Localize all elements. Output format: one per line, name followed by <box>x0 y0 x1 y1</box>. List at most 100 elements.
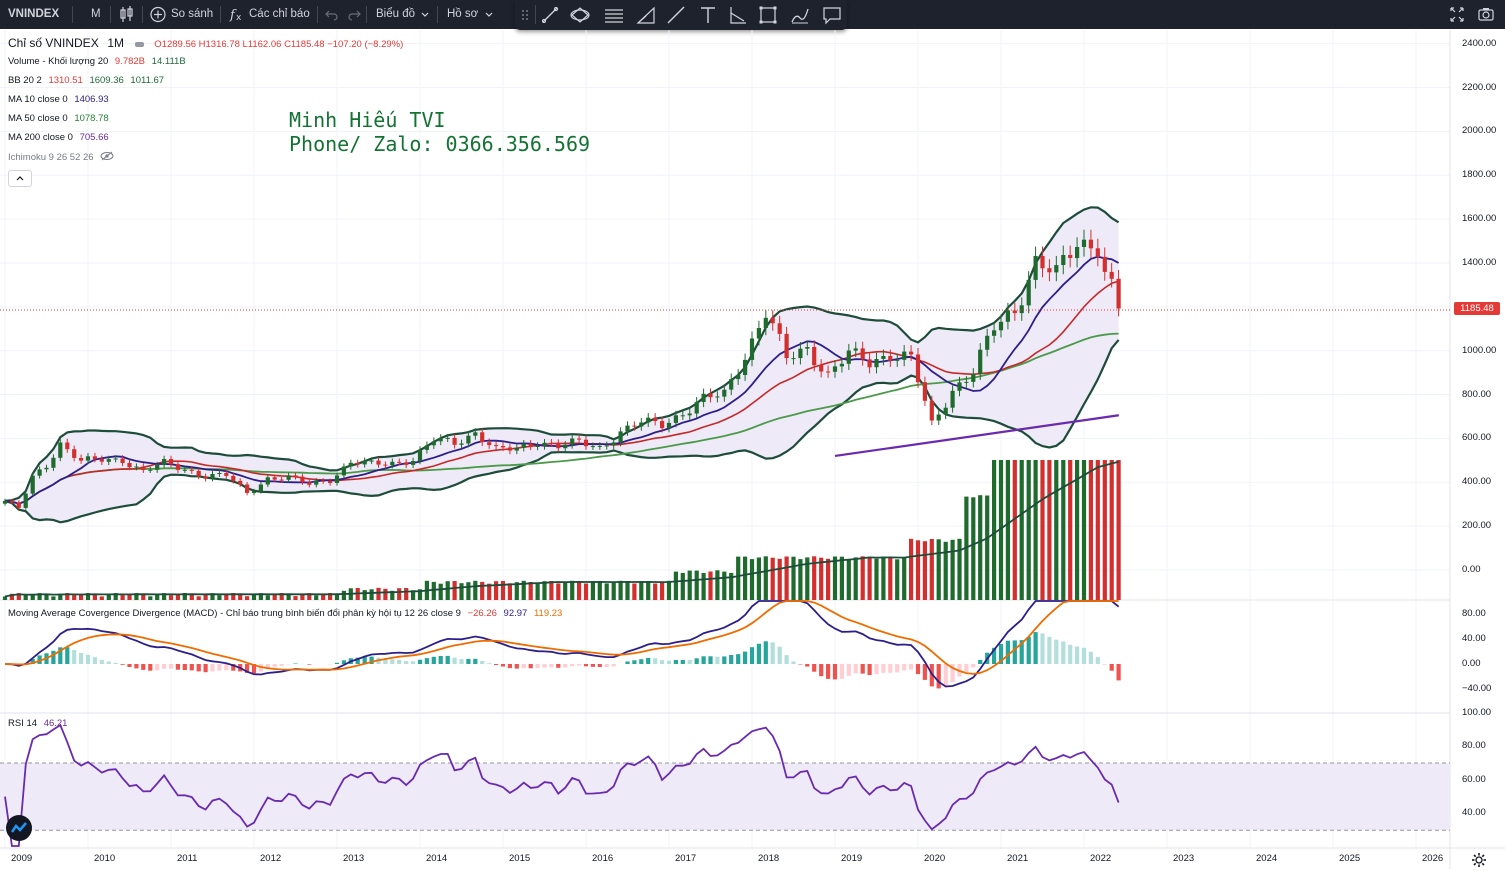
macd-histogram-bar <box>141 664 145 670</box>
candle-body <box>1013 311 1017 314</box>
candle-body <box>847 351 851 364</box>
candle-body <box>121 459 125 464</box>
candle-body <box>902 352 906 360</box>
volume-bar <box>121 595 125 600</box>
candle-body <box>646 418 650 423</box>
rsi-band <box>0 763 1450 830</box>
candle-body <box>79 458 83 461</box>
candle-body <box>826 372 830 373</box>
volume-bar <box>446 581 450 600</box>
bb-lower-value: 1011.67 <box>130 75 164 86</box>
candle-body <box>100 459 104 462</box>
volume-bar <box>1006 460 1010 600</box>
candle-body <box>964 382 968 383</box>
candle-body <box>598 446 602 447</box>
macd-histogram-bar <box>785 655 789 664</box>
legend-bb-row: BB 20 2 1310.51 1609.36 1011.67 <box>8 75 164 86</box>
time-axis-label: 2026 <box>1422 853 1443 864</box>
candle-body <box>1075 247 1079 258</box>
macd-histogram-bar <box>757 644 761 664</box>
candle-body <box>370 461 374 462</box>
candle-body <box>681 415 685 416</box>
price-axis-label: 200.00 <box>1462 520 1491 531</box>
time-axis-label: 2023 <box>1173 853 1194 864</box>
candle-body <box>190 470 194 471</box>
macd-histogram-bar <box>1054 640 1058 664</box>
time-axis-label: 2011 <box>177 853 197 864</box>
volume-bar <box>702 573 706 600</box>
macd-histogram-bar <box>778 647 782 664</box>
candle-body <box>446 438 450 439</box>
candle-body <box>715 397 719 398</box>
macd-histogram-bar <box>729 655 733 664</box>
macd-histogram-bar <box>964 664 968 672</box>
candle-body <box>584 440 588 447</box>
volume-bar <box>881 557 885 601</box>
candle-body <box>1068 255 1072 258</box>
macd-histogram-bar <box>577 664 581 666</box>
visibility-toggle-icon[interactable] <box>135 42 144 47</box>
candle-body <box>1082 240 1086 247</box>
macd-histogram-bar <box>1006 641 1010 664</box>
candle-body <box>210 474 214 479</box>
collapse-legend-button[interactable] <box>8 170 32 187</box>
tradingview-logo-icon[interactable] <box>6 815 32 841</box>
candle-body <box>854 348 858 350</box>
candle-body <box>487 442 491 445</box>
macd-histogram-bar <box>51 651 55 664</box>
macd-histogram-bar <box>1117 664 1121 680</box>
candle-body <box>65 443 69 450</box>
candle-body <box>743 360 747 375</box>
settings-gear-icon[interactable] <box>1471 852 1487 868</box>
macd-histogram-bar <box>404 661 408 664</box>
macd-histogram-bar <box>176 664 180 670</box>
volume-bar <box>667 581 671 600</box>
volume-bar <box>646 581 650 600</box>
macd-histogram-bar <box>819 664 823 676</box>
volume-bar <box>473 581 477 600</box>
candle-body <box>31 476 35 494</box>
volume-bar <box>273 595 277 600</box>
volume-bar <box>909 539 913 600</box>
macd-histogram-bar <box>522 664 526 668</box>
volume-bar <box>224 595 228 600</box>
candle-body <box>1047 268 1051 272</box>
volume-bar <box>874 559 878 600</box>
candle-body <box>93 456 97 459</box>
time-axis-label: 2015 <box>509 853 530 864</box>
candle-body <box>411 461 415 465</box>
macd-histogram-bar <box>224 664 228 670</box>
price-axis-label: 1800.00 <box>1462 169 1496 180</box>
macd-histogram-bar <box>888 664 892 673</box>
candle-body <box>1096 248 1100 257</box>
macd-histogram-bar <box>923 664 927 680</box>
macd-histogram-bar <box>591 664 595 667</box>
macd-histogram-bar <box>771 642 775 664</box>
candle-body <box>985 336 989 350</box>
volume-bar <box>847 559 851 600</box>
volume-bar <box>1047 460 1051 600</box>
volume-bar <box>854 557 858 600</box>
macd-histogram-bar <box>681 660 685 664</box>
macd-histogram-bar <box>805 664 809 667</box>
macd-histogram-bar <box>542 664 546 668</box>
time-axis-label: 2022 <box>1090 853 1111 864</box>
candle-body <box>114 459 118 460</box>
macd-histogram-bar <box>674 660 678 664</box>
candle-body <box>293 475 297 476</box>
legend-ohlc: O1289.56 H1316.78 L1162.06 C1185.48 −107… <box>154 39 403 50</box>
volume-bar <box>888 557 892 600</box>
candle-body <box>632 426 636 427</box>
volume-bar <box>376 588 380 600</box>
macd-value: 92.97 <box>504 608 528 619</box>
eye-off-icon[interactable] <box>100 151 114 164</box>
volume-bar <box>923 541 927 600</box>
volume-bar <box>861 556 865 600</box>
candle-body <box>425 445 429 450</box>
candle-body <box>287 475 291 479</box>
candle-body <box>695 402 699 413</box>
candle-body <box>252 491 256 493</box>
candle-body <box>764 318 768 328</box>
macd-histogram-bar <box>736 654 740 664</box>
